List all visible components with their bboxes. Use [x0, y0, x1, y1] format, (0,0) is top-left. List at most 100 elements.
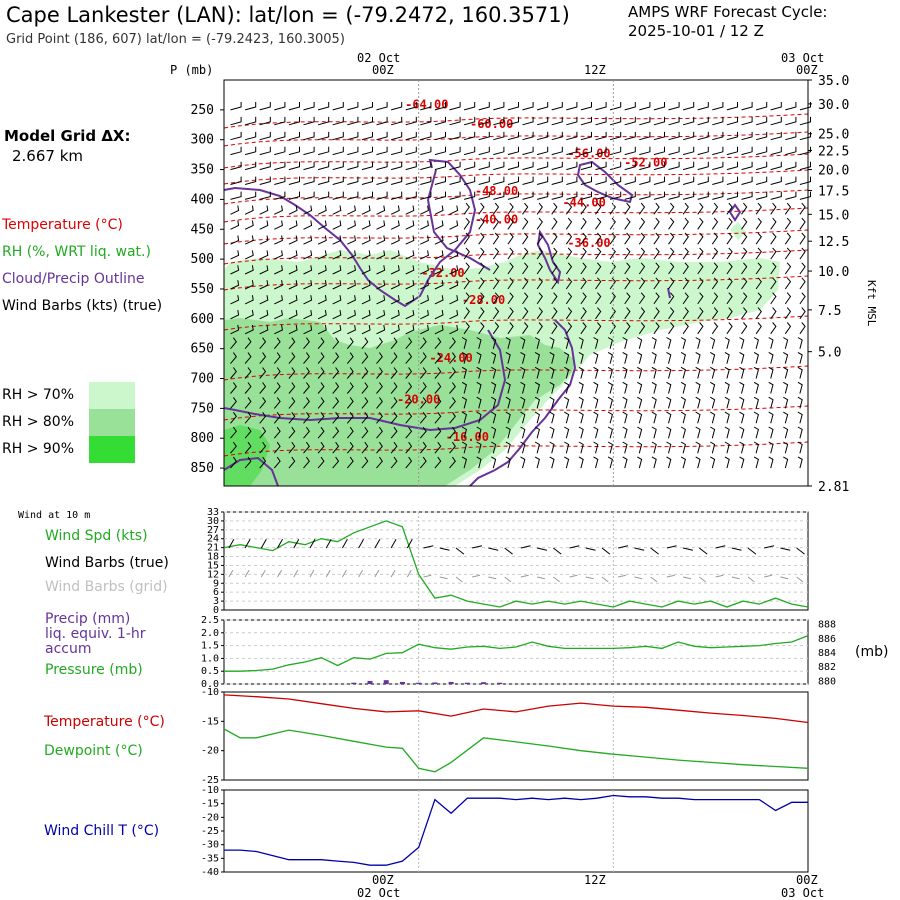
wind-barb — [595, 191, 607, 200]
wind-barb — [595, 322, 602, 335]
wind-barb — [463, 102, 476, 111]
wind-barb — [637, 366, 643, 379]
wind-barb — [726, 277, 733, 290]
wind-barb — [507, 322, 514, 335]
wind-barb — [784, 217, 792, 230]
wind-barb — [551, 191, 563, 200]
wind-barb — [607, 456, 613, 469]
wind-barb — [376, 116, 388, 126]
pressure-tick-label: 850 — [191, 461, 214, 476]
wind-barb — [695, 411, 701, 424]
wind-barb — [361, 337, 369, 350]
wind-barb-grid — [796, 576, 804, 583]
wind-barb — [405, 191, 417, 200]
pressure-tick-label: 650 — [191, 342, 214, 357]
wind-barb — [332, 176, 344, 185]
wind-barb — [741, 232, 748, 245]
wind-barb — [624, 131, 636, 141]
wind-barb — [578, 366, 584, 379]
wind-barb — [637, 411, 643, 424]
wind-barb — [697, 191, 709, 200]
wind-barb — [317, 367, 325, 379]
wind-barb — [505, 366, 511, 379]
wind-barb — [419, 352, 427, 364]
wind-barb — [580, 322, 587, 335]
wind-barb — [361, 131, 373, 141]
wind-barb — [551, 277, 558, 290]
wind-barb — [449, 280, 459, 290]
wind-barb — [710, 337, 716, 349]
wind-barb — [799, 161, 811, 171]
wind-barb — [580, 131, 592, 141]
wind-barb — [230, 310, 240, 320]
wind-barb — [741, 176, 753, 185]
wind-barb — [682, 161, 695, 171]
precip-panel-tick-label: 2.0 — [201, 628, 219, 639]
wind-barb-true — [358, 539, 365, 549]
wind-barb — [405, 250, 415, 260]
wind-barb — [624, 191, 636, 200]
precip-bar — [351, 682, 357, 684]
wind-barb — [799, 217, 806, 230]
height-tick-label: 2.81 — [818, 480, 849, 495]
wind-barb — [230, 280, 240, 290]
wind-barb — [622, 426, 628, 439]
wind-barb — [637, 381, 643, 394]
temperature-contour-label: -24.00 — [429, 351, 472, 365]
wind-barb — [578, 441, 584, 454]
wind-barb — [712, 191, 724, 200]
wind-barb — [653, 176, 665, 185]
wind-barb — [434, 265, 444, 275]
wind-barb — [609, 191, 622, 200]
wind-barb — [259, 324, 269, 335]
label-precip: Precip (mm) liq. equiv. 1-hr accum — [45, 611, 146, 657]
wind-barb — [376, 337, 383, 350]
wind-barb — [609, 232, 616, 245]
wind-barb — [578, 351, 584, 364]
wind-barb — [361, 265, 371, 275]
wind-barb-true — [341, 539, 348, 549]
wind-barb — [478, 131, 490, 141]
wind-barb — [536, 232, 543, 245]
wind-barb — [593, 396, 599, 409]
wind-barb — [682, 322, 689, 335]
wind-barb — [753, 351, 759, 364]
wind-barb — [741, 102, 753, 111]
wind-barb — [347, 310, 356, 320]
wind-barb — [726, 146, 738, 156]
wind-barb — [682, 292, 689, 305]
wind-barb — [711, 247, 719, 260]
wind-barb — [565, 262, 573, 275]
wind-barb — [461, 396, 467, 409]
wind-barb — [711, 277, 719, 290]
wind-barb — [478, 176, 490, 185]
wind-barb — [522, 116, 534, 126]
wind-barb — [741, 161, 753, 171]
wind-barb — [755, 191, 768, 200]
wind-barb — [755, 217, 762, 230]
wind-barb — [288, 337, 296, 350]
wind-barb — [478, 102, 490, 111]
wind-barb — [434, 131, 446, 141]
pressure-tick-label: 880 — [818, 676, 836, 687]
wind-barb — [595, 202, 602, 215]
wind-barb — [580, 191, 592, 200]
wind-barb — [244, 265, 254, 275]
wind-barb — [622, 396, 628, 409]
wind-barb — [244, 220, 254, 230]
wind-barb — [405, 337, 413, 350]
height-tick-label: 7.5 — [818, 304, 841, 319]
wind-barb — [405, 352, 413, 364]
wind-barb — [522, 176, 534, 185]
wind-barb — [653, 217, 660, 230]
wind-barb — [666, 396, 672, 409]
wind-barb — [449, 295, 459, 305]
wind-barb — [463, 146, 476, 156]
wind-barb — [273, 456, 281, 469]
wind-barb — [595, 277, 602, 290]
wind-barb — [505, 337, 511, 349]
wind-barb — [449, 220, 459, 230]
wind-barb — [376, 382, 383, 394]
wind-barb — [317, 412, 325, 424]
wind-barb — [624, 202, 631, 215]
